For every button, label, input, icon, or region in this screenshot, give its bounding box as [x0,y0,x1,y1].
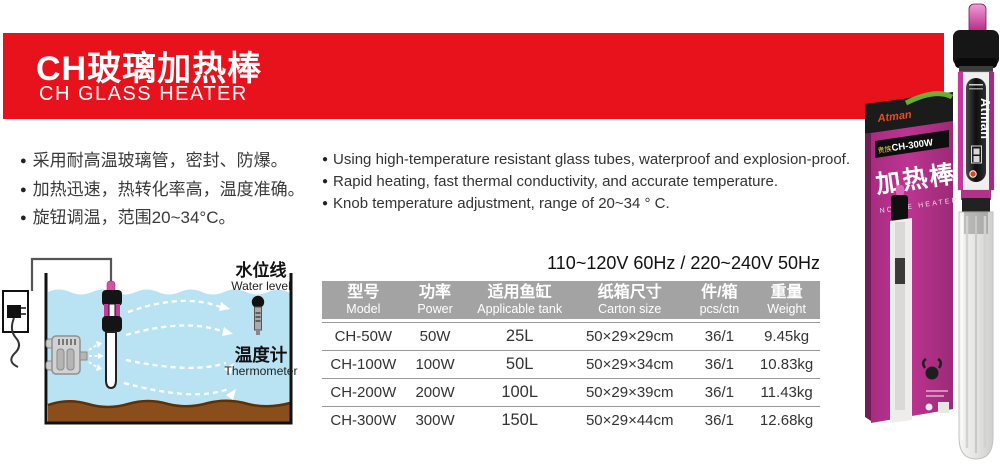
bullet-icon: ● [322,198,329,209]
feature-text: Knob temperature adjustment, range of 20… [333,195,670,212]
bullet-icon: ● [322,176,329,187]
power-outlet [2,290,29,333]
thermometer-label-cn: 温度计 [235,345,288,365]
cell-tank: 25L [505,327,534,345]
heater-brand-label: Atman [978,98,992,139]
cell-weight: 11.43kg [760,384,813,401]
bullet-icon: ● [20,212,27,224]
flow-arrowheads [219,302,236,400]
cell-carton: 50×29×29cm [585,328,674,345]
cell-pcs: 36/1 [704,328,734,345]
cell-model: CH-100W [330,356,397,373]
box-bottom-icons [922,357,949,413]
feature-item: ● 采用耐高温玻璃管，密封、防爆。 [20,147,305,176]
cell-carton: 50×29×44cm [585,412,674,429]
box-brand-logo: Atman [876,109,913,125]
page-subtitle: CH GLASS HEATER [39,83,248,105]
column-header-carton: 纸箱尺寸 Carton size [597,283,662,316]
heater-knob [968,3,987,35]
feature-item: ● 旋钮调温，范围20~34°C。 [20,204,305,233]
feature-item: ● Knob temperature adjustment, range of 2… [322,193,850,215]
table-row: CH-300W 300W 150L 50×29×44cm 36/1 12.68k… [322,406,820,434]
cell-model: CH-200W [330,384,397,401]
heater-in-tank [102,280,122,390]
box-model-bar [875,130,949,158]
bullet-icon: ● [322,154,329,165]
table-row: CH-100W 100W 50L 50×29×34cm 36/1 10.83kg [322,350,820,378]
pump [45,335,88,375]
header-banner: CH玻璃加热棒 CH GLASS HEATER [3,33,944,119]
cell-power: 300W [415,412,455,429]
box-green-swoosh [904,91,954,106]
flow-arrows [123,299,229,396]
cell-pcs: 36/1 [704,412,734,429]
column-header-pcs: 件/箱 pcs/ctn [699,283,740,316]
table-row: CH-200W 200W 100L 50×29×39cm 36/1 11.43k… [322,378,820,406]
cell-weight: 10.83kg [759,356,814,373]
table-body: CH-50W 50W 25L 50×29×29cm 36/1 9.45kg CH… [322,322,820,434]
feature-list-en: ● Using high-temperature resistant glass … [322,149,850,215]
bullet-icon: ● [20,155,27,167]
cell-pcs: 36/1 [704,384,734,401]
product-heater: Atman [953,3,999,460]
water-level-label-en: Water level [231,279,291,293]
power-plug-icon [7,305,21,318]
product-photo: Atman 贵族 CH-300W 加热棒 NOBLE HEATER [865,3,999,460]
cell-weight: 9.45kg [764,328,810,345]
feature-text: Using high-temperature resistant glass t… [333,151,850,168]
outflow-arrows [88,341,104,371]
column-header-tank: 适用鱼缸 Applicable tank [477,283,563,316]
heater-cap [953,30,999,66]
bullet-icon: ● [20,183,27,196]
feature-text: 旋钮调温，范围20~34°C。 [32,208,236,227]
heater-indicator-light [969,170,977,178]
column-header-power: 功率 Power [417,283,453,316]
box-product-image [890,185,912,423]
cell-pcs: 36/1 [704,356,734,373]
feature-text: 加热迅速，热转化率高，温度准确。 [32,179,305,199]
water-level-label-cn: 水位线 [236,260,287,280]
feature-list-cn: ● 采用耐高温玻璃管，密封、防爆。 ● 加热迅速，热转化率高，温度准确。 ● 旋钮调温… [20,147,305,233]
feature-item: ● Using high-temperature resistant glass … [322,149,850,171]
heater-glass-tube [105,331,117,390]
table-header-row: 型号 Model 功率 Power 适用鱼缸 Applicable tank 纸箱尺寸… [322,281,820,319]
thermometer-icon [251,295,265,335]
tank-walls [44,273,293,425]
cell-carton: 50×29×39cm [585,384,674,401]
product-box: Atman 贵族 CH-300W 加热棒 NOBLE HEATER [865,91,959,423]
page-title: CH玻璃加热棒 [36,50,263,88]
cell-power: 50W [419,328,451,345]
tank-substrate [47,399,291,422]
cell-power: 200W [415,384,455,401]
spec-table: 型号 Model 功率 Power 适用鱼缸 Applicable tank 纸箱尺寸… [322,281,820,434]
installation-diagram: 水位线 Water level 温度计 Thermometer [2,257,298,425]
voltage-spec: 110~120V 60Hz / 220~240V 50Hz [547,253,820,273]
cell-power: 100W [415,356,455,373]
column-header-model: 型号 Model [346,283,381,316]
cell-tank: 150L [501,411,539,429]
feature-item: ● 加热迅速，热转化率高，温度准确。 [20,176,305,205]
feature-text: 采用耐高温玻璃管，密封、防爆。 [32,151,288,170]
cell-weight: 12.68kg [759,412,814,429]
thermometer-label-en: Thermometer [224,364,297,378]
feature-text: Rapid heating, fast thermal conductivity… [333,173,779,190]
cell-carton: 50×29×34cm [585,356,674,373]
table-row: CH-50W 50W 25L 50×29×29cm 36/1 9.45kg [322,322,820,350]
column-header-weight: 重量 Weight [767,283,806,316]
cell-tank: 50L [505,355,534,373]
cell-tank: 100L [501,383,539,401]
power-cord [2,257,113,368]
cell-model: CH-300W [330,412,397,429]
cell-model: CH-50W [334,328,393,345]
box-tag: 贵族 [877,144,892,155]
feature-item: ● Rapid heating, fast thermal conductivit… [322,171,850,193]
